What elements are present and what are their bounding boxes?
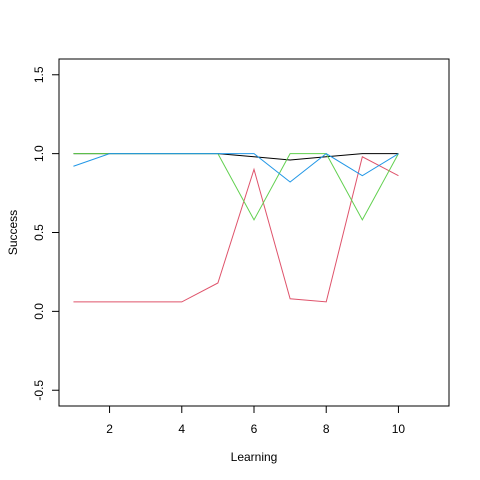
x-tick-label: 8: [323, 422, 330, 436]
y-axis-title: Success: [6, 210, 20, 255]
x-tick-label: 6: [251, 422, 258, 436]
y-tick-label: 0.0: [32, 303, 46, 320]
y-tick-label: -0.5: [32, 380, 46, 401]
series-line-4: [73, 153, 399, 183]
series-layer: [73, 153, 399, 303]
y-tick-label: 1.0: [32, 145, 46, 162]
x-tick-label: 4: [178, 422, 185, 436]
y-axis: -0.5 0.0 0.5 1.0 1.5: [32, 66, 60, 401]
y-tick-label: 1.5: [32, 66, 46, 83]
x-axis-title: Learning: [231, 450, 278, 464]
x-tick-label: 10: [392, 422, 406, 436]
y-tick-label: 0.5: [32, 224, 46, 241]
x-tick-label: 2: [106, 422, 113, 436]
series-line-2: [73, 156, 399, 303]
x-axis: 2 4 6 8 10: [106, 405, 406, 436]
